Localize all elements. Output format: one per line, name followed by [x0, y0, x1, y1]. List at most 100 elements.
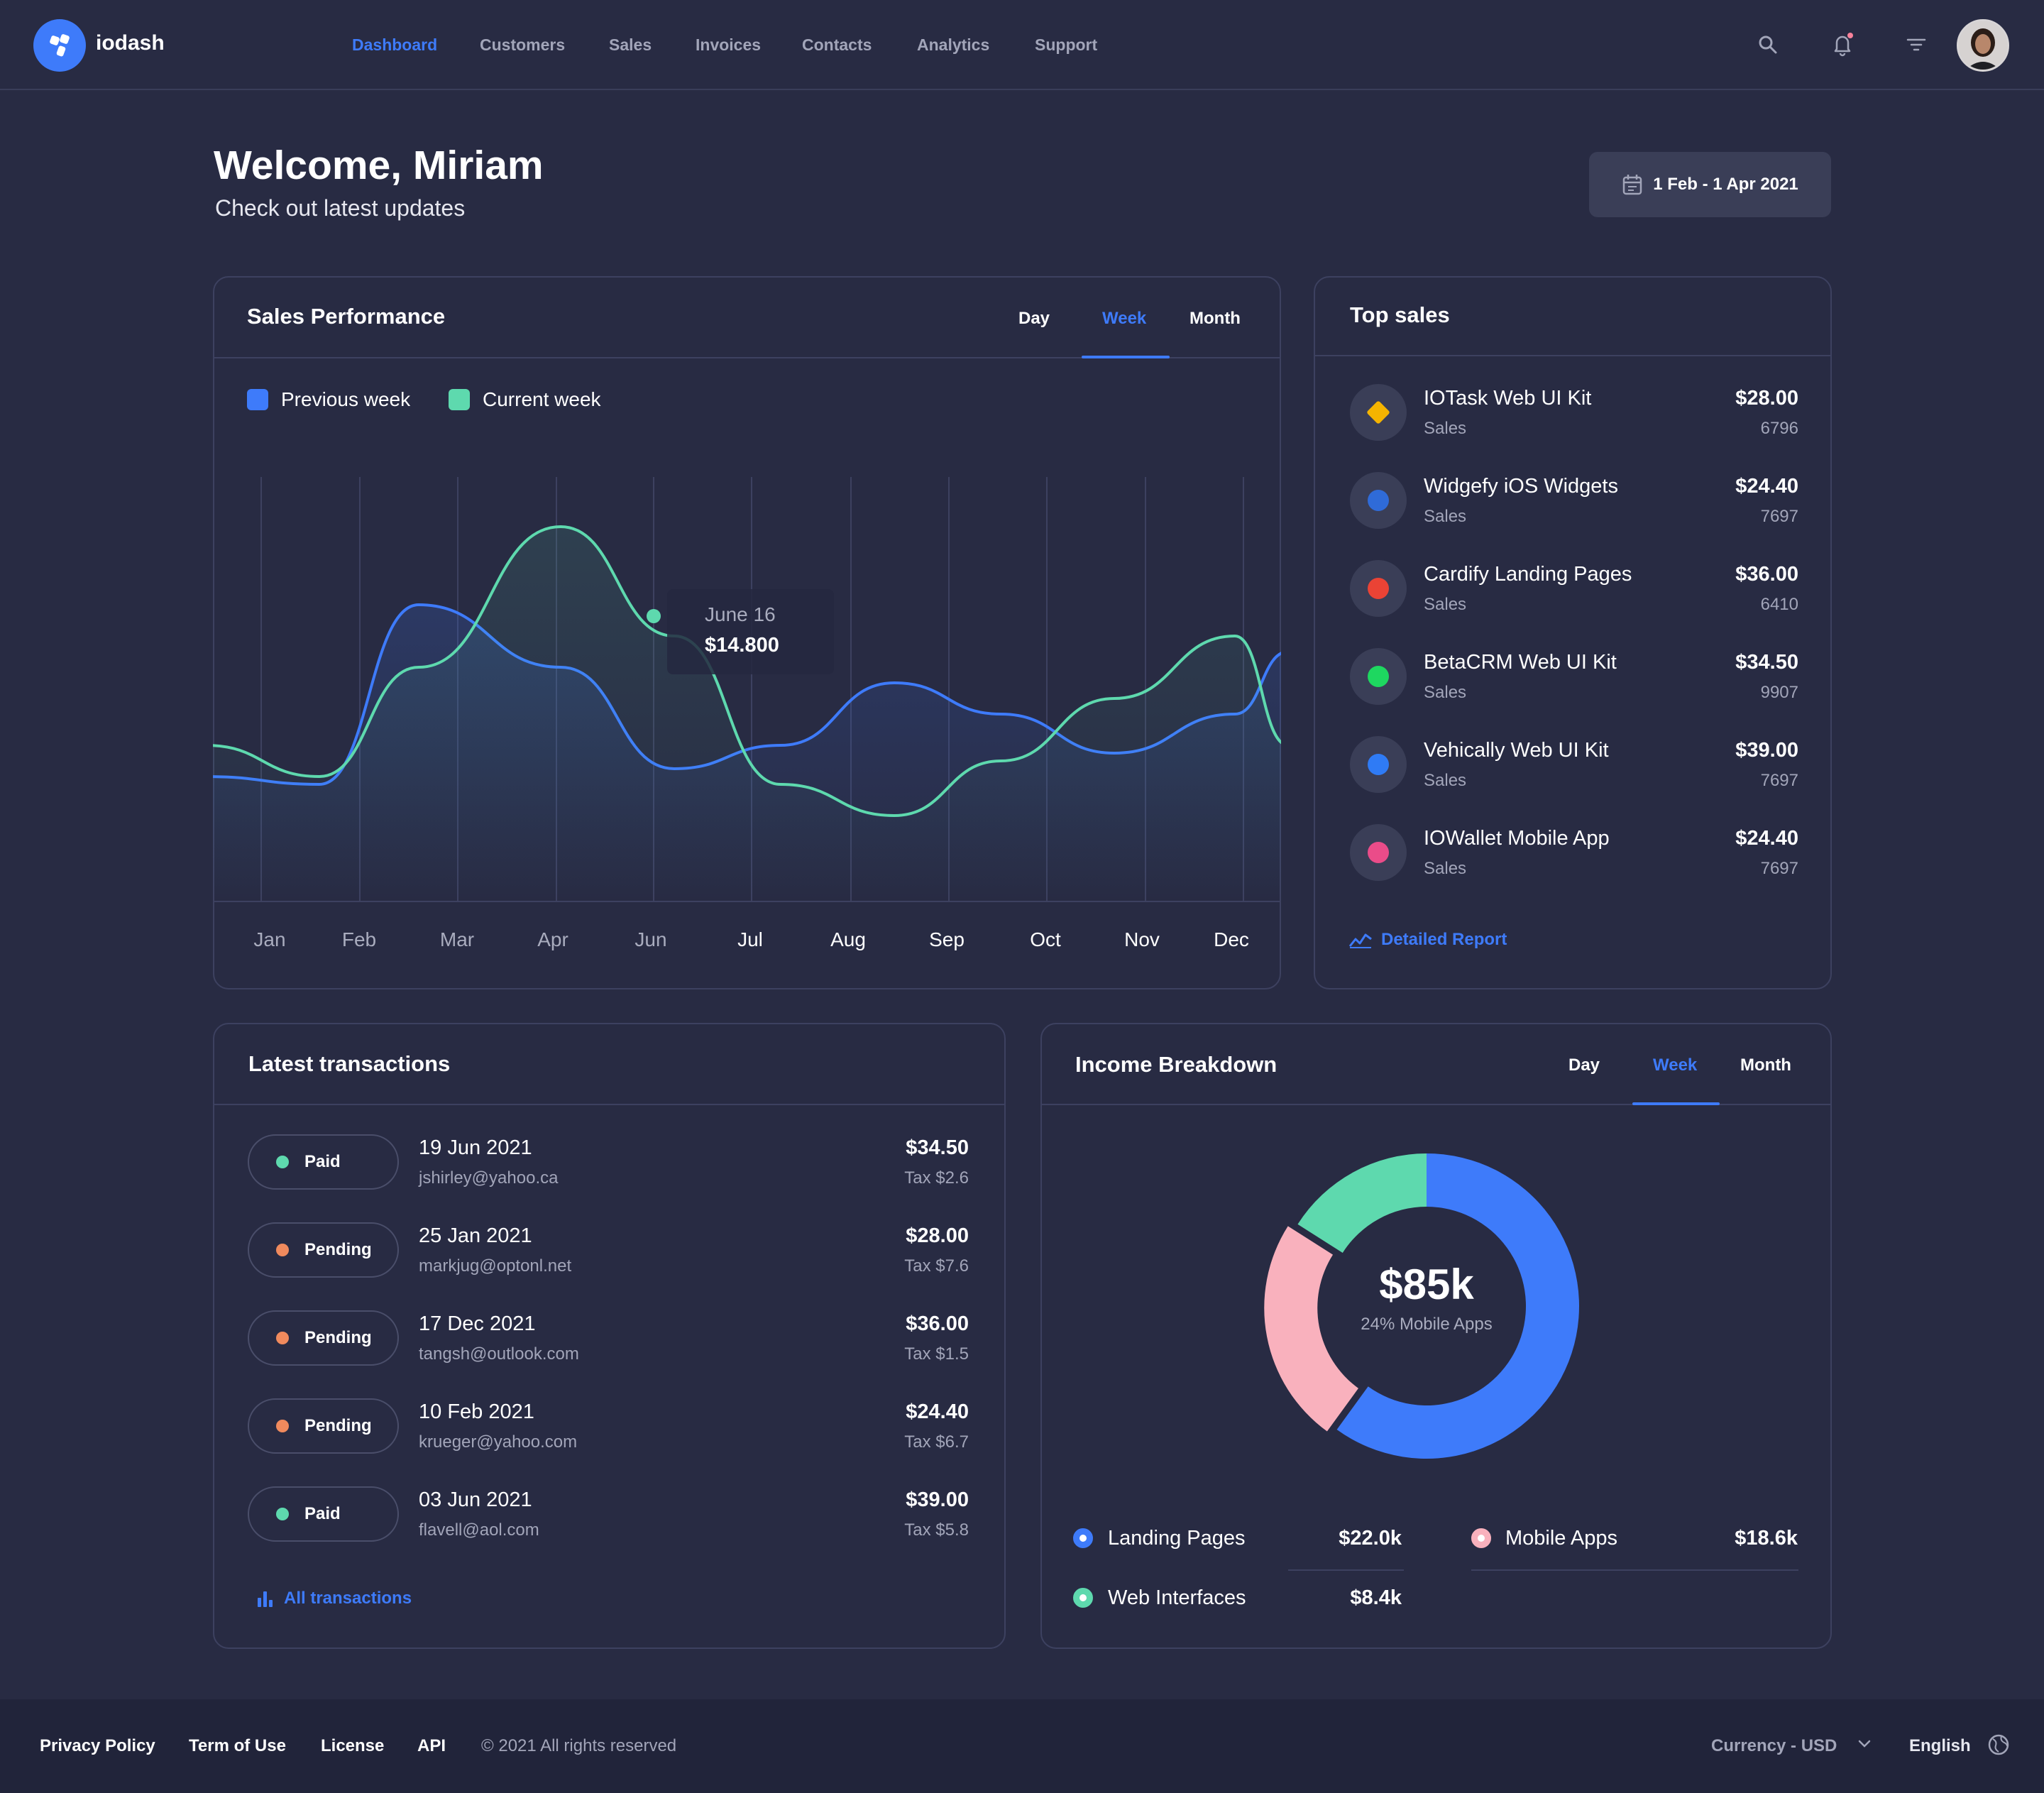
all-transactions-label: All transactions	[284, 1589, 412, 1608]
chevron-down-icon[interactable]	[1857, 1738, 1872, 1753]
top-sale-name[interactable]: BetaCRM Web UI Kit	[1424, 651, 1617, 674]
page-title: Welcome, Miriam	[214, 143, 544, 188]
status-badge[interactable]: Paid	[248, 1134, 399, 1190]
nav-analytics[interactable]: Analytics	[917, 35, 990, 54]
search-icon[interactable]	[1752, 28, 1784, 61]
top-sale-name[interactable]: Vehically Web UI Kit	[1424, 739, 1609, 762]
donut-segment-landing-pages[interactable]	[1336, 1153, 1579, 1459]
chart-tooltip-value: $14.800	[705, 634, 779, 657]
legend-current-week: Current week	[483, 388, 601, 410]
x-tick-label: Oct	[1030, 928, 1061, 950]
tx-tax: Tax $7.6	[904, 1256, 969, 1276]
currency-select[interactable]: Currency - USD	[1711, 1736, 1837, 1755]
tx-amount: $24.40	[906, 1400, 969, 1423]
tx-email[interactable]: markjug@optonl.net	[419, 1256, 572, 1276]
brand-name[interactable]: iodash	[96, 31, 165, 55]
tx-amount: $34.50	[906, 1136, 969, 1159]
tx-date: 17 Dec 2021	[419, 1312, 536, 1335]
tab-week[interactable]: Week	[1102, 309, 1147, 328]
legend-dot-mobile	[1471, 1528, 1491, 1548]
nav-sales[interactable]: Sales	[609, 35, 652, 54]
footer-api-link[interactable]: API	[417, 1736, 446, 1755]
status-dot	[276, 1332, 289, 1344]
top-sale-price: $28.00	[1735, 387, 1798, 410]
nav-dashboard[interactable]: Dashboard	[352, 35, 438, 54]
top-sale-count: 7697	[1760, 507, 1798, 526]
chart-tooltip-date: June 16	[705, 603, 776, 625]
nav-support[interactable]: Support	[1035, 35, 1098, 54]
top-sale-price: $24.40	[1735, 475, 1798, 498]
donut-segment-mobile-apps[interactable]	[1264, 1226, 1358, 1432]
nav-invoices[interactable]: Invoices	[696, 35, 762, 54]
spotify-icon	[1350, 648, 1407, 705]
tx-email[interactable]: jshirley@yahoo.ca	[419, 1168, 559, 1188]
status-badge[interactable]: Paid	[248, 1486, 399, 1542]
bar-chart-icon	[258, 1591, 273, 1607]
sales-line-chart	[213, 477, 1281, 902]
top-sales-card	[1314, 276, 1832, 989]
footer-privacy-link[interactable]: Privacy Policy	[40, 1736, 155, 1755]
tx-tax: Tax $5.8	[904, 1520, 969, 1540]
top-sale-name[interactable]: IOWallet Mobile App	[1424, 827, 1610, 850]
top-sale-count: 7697	[1760, 859, 1798, 878]
income-card	[1040, 1023, 1832, 1649]
top-sale-price: $39.00	[1735, 739, 1798, 762]
top-sale-name[interactable]: IOTask Web UI Kit	[1424, 387, 1592, 410]
x-tick-label: Jan	[253, 928, 286, 950]
calendar-icon	[1622, 175, 1642, 195]
date-range-button[interactable]: 1 Feb - 1 Apr 2021	[1589, 152, 1831, 217]
tx-amount: $28.00	[906, 1224, 969, 1247]
status-badge[interactable]: Pending	[248, 1222, 399, 1278]
sketch-icon	[1350, 384, 1407, 441]
top-sale-name[interactable]: Cardify Landing Pages	[1424, 563, 1632, 586]
donut-segment-web-interfaces[interactable]	[1297, 1153, 1427, 1253]
x-tick-label: Nov	[1124, 928, 1160, 950]
paypal-icon	[1350, 472, 1407, 529]
legend-mobile-value: $18.6k	[1735, 1527, 1798, 1550]
x-tick-label: Feb	[341, 928, 377, 950]
language-select[interactable]: English	[1909, 1736, 1971, 1755]
tab-day[interactable]: Day	[1018, 309, 1050, 328]
legend-divider	[1471, 1569, 1798, 1571]
logo-icon[interactable]	[33, 19, 86, 72]
sales-performance-title: Sales Performance	[247, 304, 446, 329]
status-badge[interactable]: Pending	[248, 1398, 399, 1454]
chart-tooltip-marker[interactable]	[647, 609, 661, 623]
tx-email[interactable]: flavell@aol.com	[419, 1520, 539, 1540]
avatar[interactable]	[1957, 19, 2009, 72]
nav-contacts[interactable]: Contacts	[802, 35, 872, 54]
top-sale-name[interactable]: Widgefy iOS Widgets	[1424, 475, 1618, 498]
x-tick-label: Jul	[737, 928, 763, 950]
income-tab-month[interactable]: Month	[1740, 1055, 1791, 1075]
tx-date: 10 Feb 2021	[419, 1400, 534, 1423]
income-donut-chart	[1264, 1153, 1579, 1459]
nav-customers[interactable]: Customers	[480, 35, 566, 54]
detailed-report-link[interactable]: Detailed Report	[1348, 930, 1507, 950]
x-tick-label: Apr	[537, 928, 568, 950]
status-label: Paid	[304, 1504, 341, 1523]
top-sale-count: 7697	[1760, 771, 1798, 790]
filter-icon[interactable]	[1900, 28, 1933, 61]
status-badge[interactable]: Pending	[248, 1310, 399, 1366]
legend-landing-value: $22.0k	[1339, 1527, 1402, 1550]
tx-email[interactable]: tangsh@outlook.com	[419, 1344, 579, 1364]
x-tick-label: Aug	[830, 928, 866, 950]
tab-month[interactable]: Month	[1189, 309, 1241, 328]
globe-icon[interactable]	[1987, 1733, 2010, 1760]
x-tick-label: Dec	[1214, 928, 1249, 950]
chart-tooltip-box	[667, 589, 834, 674]
top-sale-sub: Sales	[1424, 595, 1467, 614]
all-transactions-link[interactable]: All transactions	[256, 1589, 412, 1608]
income-tab-week[interactable]: Week	[1653, 1055, 1698, 1075]
footer-license-link[interactable]: License	[321, 1736, 385, 1755]
income-tab-day[interactable]: Day	[1568, 1055, 1600, 1075]
top-sale-count: 6796	[1760, 419, 1798, 438]
tx-email[interactable]: krueger@yahoo.com	[419, 1432, 578, 1452]
legend-mobile-apps: Mobile Apps	[1505, 1527, 1617, 1550]
transactions-title: Latest transactions	[248, 1051, 451, 1076]
legend-divider	[1288, 1569, 1404, 1571]
tx-amount: $39.00	[906, 1488, 969, 1511]
tx-date: 25 Jan 2021	[419, 1224, 532, 1247]
footer-terms-link[interactable]: Term of Use	[189, 1736, 286, 1755]
bell-icon[interactable]	[1826, 28, 1859, 61]
